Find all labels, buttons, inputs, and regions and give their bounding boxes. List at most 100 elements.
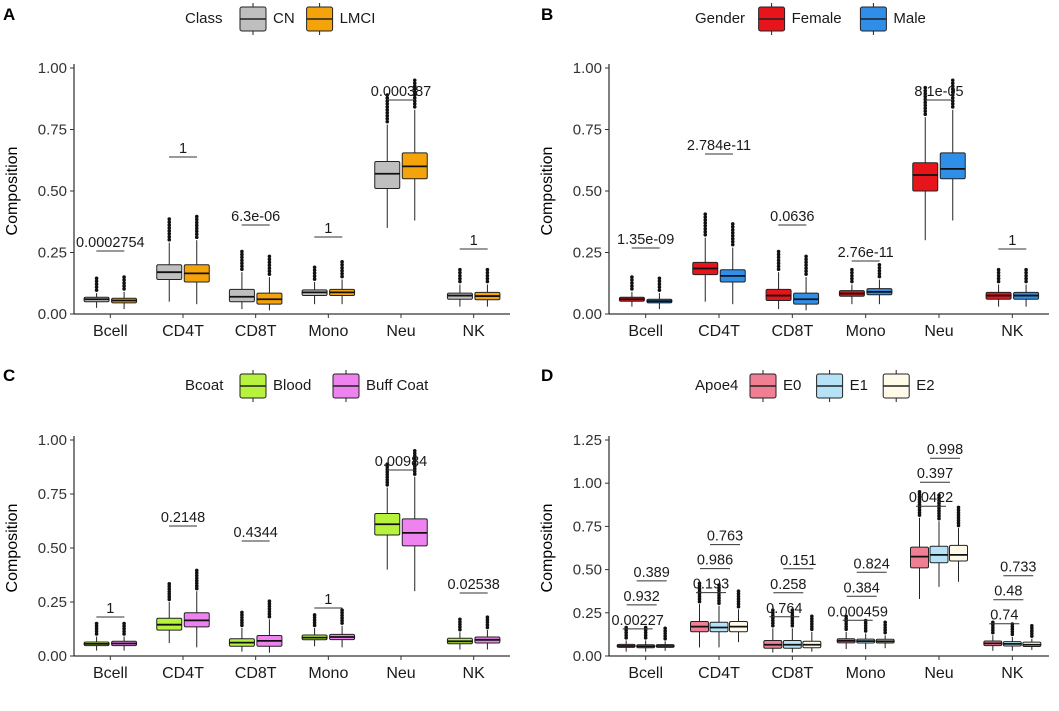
outlier-point	[385, 464, 390, 469]
y-tick-label: 0.50	[573, 562, 602, 579]
outlier-point	[312, 268, 317, 273]
outlier-point	[194, 568, 199, 573]
x-tick-label-neu: Neu	[386, 323, 415, 340]
pvalue-cd8t-e0-e2: 0.258	[770, 577, 806, 593]
outlier-point	[844, 627, 848, 632]
outlier-point	[883, 625, 887, 630]
outlier-point	[94, 629, 99, 634]
outlier-point	[917, 490, 922, 494]
outlier-point	[810, 624, 814, 629]
outlier-point	[240, 252, 244, 257]
outlier-point	[385, 105, 390, 109]
outlier-point	[1030, 629, 1034, 633]
panel-a: A Class CN LMCI 0.00 0.25 0.50 0.75 1.00 Composit…	[3, 3, 510, 340]
outlier-point	[194, 220, 199, 225]
outlier-point	[804, 266, 808, 271]
box-cd8t-e1	[782, 608, 802, 653]
box-neu-lmci	[401, 78, 428, 221]
x-tick-label-mono: Mono	[308, 323, 348, 340]
outlier-point	[996, 279, 1001, 284]
outlier-point	[267, 260, 272, 265]
x-tick-label-cd4t: CD4T	[698, 665, 740, 682]
outlier-point	[950, 90, 955, 94]
panel-b: B Gender Female Male 0.00 0.25 0.50 0.75 1.00 Com…	[539, 3, 1049, 340]
pvalue-cd4t-e0-e1: 0.193	[693, 577, 729, 593]
outlier-point	[340, 618, 344, 623]
outlier-point	[194, 573, 199, 578]
outlier-point	[996, 276, 1001, 281]
pvalue-cd4t: 2.784e-11	[687, 138, 751, 154]
box-body	[912, 162, 939, 192]
y-tick-label: 1.00	[573, 475, 602, 492]
pvalue-neu-e0-e1: 0.0422	[909, 490, 953, 506]
outlier-point	[385, 119, 390, 124]
outlier-point	[485, 267, 490, 272]
pvalue-bcell: 1.35e-09	[617, 232, 674, 248]
outlier-point	[697, 594, 702, 599]
box-cd4t-e2	[729, 589, 748, 643]
outlier-point	[194, 576, 199, 581]
outlier-point	[194, 586, 199, 591]
outlier-point	[663, 634, 667, 638]
outlier-point	[923, 109, 928, 114]
box-nk-e2	[1022, 623, 1042, 650]
outlier-point	[485, 620, 490, 625]
pvalue-nk: 0.02538	[447, 577, 499, 593]
outlier-point	[385, 480, 390, 485]
legend-label-male: Male	[893, 10, 926, 27]
outlier-point	[312, 271, 317, 275]
outlier-point	[240, 267, 244, 272]
outlier-point	[194, 235, 199, 240]
outlier-point	[167, 597, 172, 602]
outlier-point	[94, 626, 99, 631]
outlier-point	[877, 271, 882, 276]
outlier-point	[877, 263, 882, 267]
outlier-point	[937, 501, 941, 505]
outlier-point	[630, 287, 634, 291]
outlier-point	[194, 226, 199, 231]
outlier-point	[703, 227, 708, 231]
outlier-point	[956, 513, 961, 517]
outlier-point	[771, 621, 775, 625]
outlier-point	[267, 612, 272, 616]
outlier-point	[663, 636, 667, 641]
outlier-point	[458, 620, 462, 624]
y-tick-label: 0.00	[38, 306, 67, 323]
outlier-point	[736, 594, 741, 599]
outlier-point	[850, 273, 854, 278]
outlier-point	[312, 274, 317, 278]
box-body	[228, 288, 255, 303]
outlier-point	[240, 264, 244, 269]
box-cd8t-blood	[228, 610, 255, 652]
x-tick-label-mono: Mono	[308, 665, 348, 682]
outlier-point	[937, 511, 941, 516]
box-bcell-e2	[655, 626, 675, 651]
outlier-point	[267, 272, 272, 276]
pvalue-mono: 1	[324, 592, 332, 608]
box-mono-cn	[301, 265, 328, 305]
outlier-point	[1024, 279, 1028, 284]
pvalue-mono: 1	[324, 221, 332, 237]
legend-title: Apoe4	[695, 377, 738, 394]
outlier-point	[240, 618, 244, 622]
outlier-point	[340, 621, 344, 625]
outlier-point	[167, 587, 172, 591]
outlier-point	[717, 588, 721, 593]
outlier-point	[703, 221, 708, 225]
outlier-point	[412, 461, 417, 466]
pvalue-nk: 1	[1008, 233, 1016, 249]
outlier-point	[736, 597, 741, 601]
outlier-point	[776, 258, 781, 263]
outlier-point	[863, 626, 868, 631]
pvalue-bcell-e0-e2: 0.932	[624, 589, 660, 605]
box-cd4t-blood	[156, 582, 183, 644]
legend-label-e0: E0	[783, 377, 801, 394]
outlier-point	[643, 636, 648, 640]
x-tick-label-nk: NK	[1001, 323, 1024, 340]
outlier-point	[883, 630, 887, 635]
outlier-point	[94, 624, 99, 628]
box-cd4t-male	[719, 222, 746, 305]
outlier-point	[923, 91, 928, 96]
outlier-point	[385, 477, 390, 482]
outlier-point	[923, 100, 928, 105]
